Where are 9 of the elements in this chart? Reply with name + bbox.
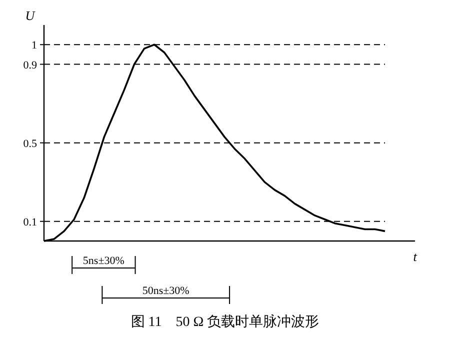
title: 图 11 50 Ω 负载时单脉冲波形 xyxy=(130,315,320,330)
y-tick-label: 0.9 xyxy=(23,59,38,72)
y-tick-label: 0.5 xyxy=(23,138,38,150)
annotation: 5ns±30% xyxy=(82,255,124,267)
y-axis-title: U xyxy=(25,8,36,23)
annotation: 50ns±30% xyxy=(142,285,190,297)
y-tick-label: 1 xyxy=(32,40,37,52)
x-axis-title: t xyxy=(413,249,418,264)
y-tick-label: 0.1 xyxy=(23,216,37,228)
